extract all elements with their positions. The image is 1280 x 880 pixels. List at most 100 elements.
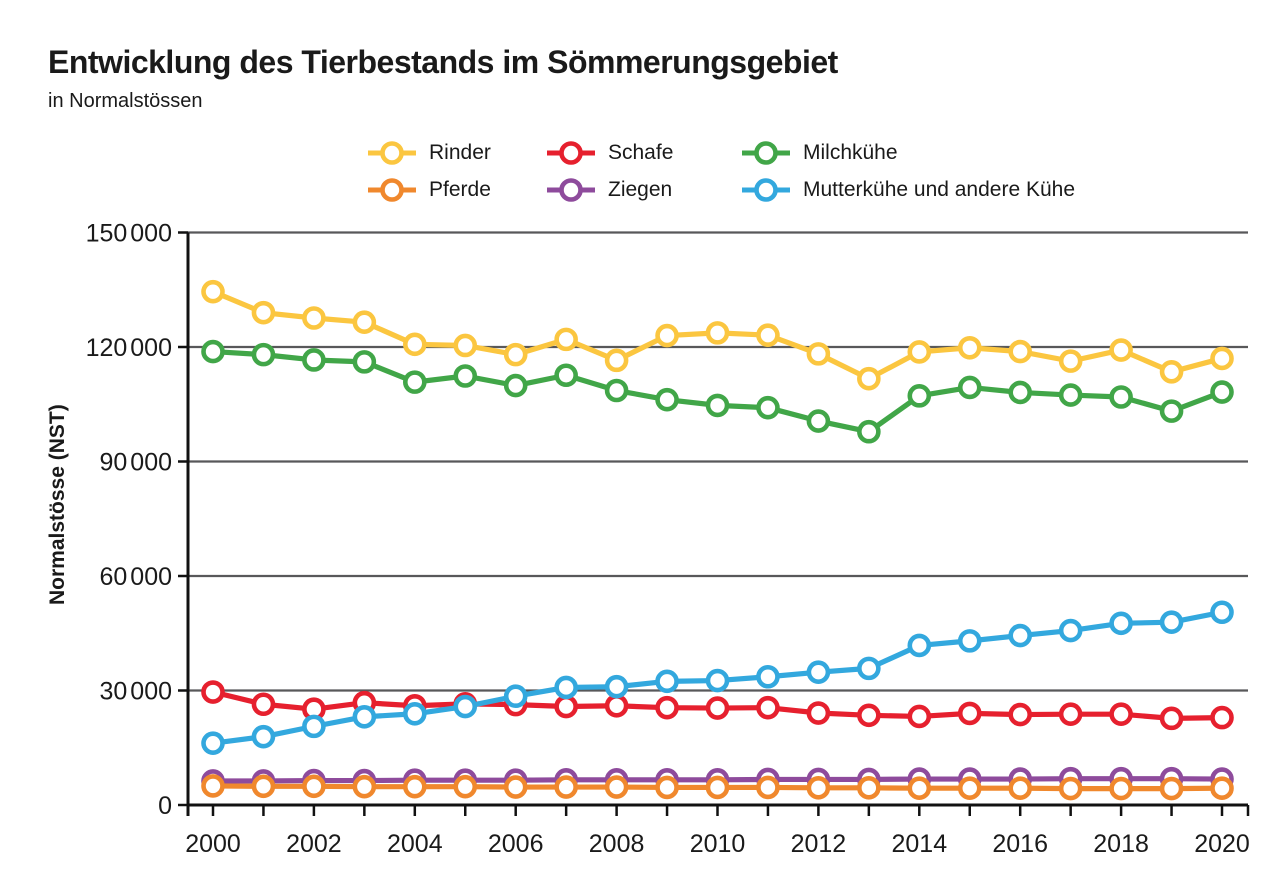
data-point [1210, 776, 1234, 801]
x-tick-label: 2002 [286, 830, 342, 858]
data-point [201, 339, 225, 364]
data-point [302, 306, 326, 330]
data-point [907, 704, 932, 729]
data-point [857, 419, 881, 444]
y-tick-label: 120 000 [86, 334, 172, 362]
data-point [554, 363, 578, 388]
axis-labels: 0 30 000 60 000 90 000 120 000 150 000 2000 200… [86, 220, 1250, 859]
y-tick-label: 0 [158, 792, 172, 820]
series-5 [201, 600, 1234, 755]
data-point [352, 310, 377, 334]
data-point [655, 387, 679, 412]
chart-title: Entwicklung des Tierbestands im Sömmerun… [48, 44, 838, 80]
data-point [1058, 618, 1083, 643]
y-axis-title: Normalstösse (NST) [46, 404, 69, 605]
series-3 [201, 774, 1234, 801]
legend: Rinder Schafe Milchkühe Pferde Ziegen Mu… [366, 134, 1075, 208]
data-point [907, 340, 932, 364]
legend-item-rinder: Rinder [366, 134, 545, 171]
data-point [705, 393, 730, 418]
data-point [1109, 385, 1133, 409]
data-point [503, 775, 528, 799]
gridlines [188, 231, 1248, 692]
legend-marker-pferde [368, 177, 416, 202]
data-point [1058, 702, 1083, 726]
data-point [756, 695, 780, 720]
legend-marker-ziegen [547, 177, 595, 202]
data-point [1109, 338, 1133, 362]
data-point [554, 327, 578, 352]
data-point [1210, 346, 1234, 371]
data-point [352, 774, 377, 799]
data-point [402, 332, 427, 357]
data-point [907, 633, 932, 658]
x-tick-label: 2012 [791, 830, 847, 858]
data-point [655, 775, 679, 800]
legend-item-pferde: Pferde [366, 171, 545, 208]
data-point [705, 696, 730, 720]
legend-label-rinder: Rinder [429, 140, 491, 164]
legend-item-mutterkuehe: Mutterkühe und andere Kühe [740, 171, 1075, 208]
data-point [1159, 399, 1184, 423]
data-point [503, 684, 528, 709]
x-tick-label: 2000 [185, 830, 241, 858]
data-point [756, 395, 780, 420]
data-point [705, 321, 730, 345]
data-point [1109, 702, 1133, 726]
legend-marker-rinder [368, 140, 416, 165]
data-point [604, 378, 629, 403]
data-point [655, 695, 679, 720]
y-tick-label: 30 000 [100, 678, 172, 706]
data-point [503, 373, 528, 398]
data-point [453, 364, 478, 388]
data-point [806, 409, 831, 433]
x-tick-label: 2014 [891, 830, 947, 858]
x-tick-label: 2004 [387, 830, 443, 858]
x-tick-label: 2008 [589, 830, 645, 858]
legend-marker-milchkuehe [742, 140, 790, 165]
data-point [1008, 776, 1033, 801]
axes [178, 231, 1250, 816]
data-point [957, 701, 982, 726]
data-point [1159, 706, 1184, 731]
legend-marker-circle [380, 140, 404, 165]
data-point [1159, 610, 1184, 634]
data-point [302, 774, 326, 799]
data-point [201, 680, 225, 704]
series [201, 279, 1234, 801]
legend-marker-schafe [547, 140, 595, 165]
data-point [957, 629, 982, 653]
data-point [806, 660, 831, 684]
x-tick-label: 2016 [992, 830, 1048, 858]
data-point [1008, 339, 1033, 364]
legend-item-ziegen: Ziegen [545, 171, 740, 208]
y-tick-label: 90 000 [100, 449, 172, 477]
data-point [1109, 611, 1133, 636]
data-point [604, 348, 629, 373]
data-point [1159, 776, 1184, 801]
data-point [806, 701, 831, 725]
data-point [1058, 776, 1083, 801]
data-point [251, 300, 276, 325]
data-point [907, 776, 932, 801]
data-point [857, 656, 881, 681]
data-point [402, 370, 427, 394]
x-tick-label: 2020 [1194, 830, 1250, 858]
data-point [251, 692, 276, 717]
data-point [957, 335, 982, 360]
data-point [806, 342, 831, 366]
legend-marker-circle [754, 140, 778, 165]
data-point [705, 668, 730, 693]
data-point [1058, 349, 1083, 373]
legend-label-schafe: Schafe [608, 140, 674, 164]
data-point [453, 774, 478, 799]
legend-item-schafe: Schafe [545, 134, 740, 171]
data-point [756, 775, 780, 800]
data-point [251, 774, 276, 799]
data-point [1058, 383, 1083, 407]
data-point [402, 774, 427, 799]
data-point [907, 384, 932, 408]
legend-label-milchkuehe: Milchkühe [803, 140, 898, 164]
data-point [453, 694, 478, 719]
